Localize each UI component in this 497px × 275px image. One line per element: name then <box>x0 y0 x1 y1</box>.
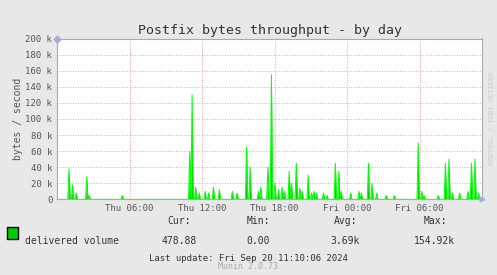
Text: Cur:: Cur: <box>167 216 191 226</box>
Y-axis label: bytes / second: bytes / second <box>12 78 23 160</box>
Title: Postfix bytes throughput - by day: Postfix bytes throughput - by day <box>138 24 402 37</box>
Text: 0.00: 0.00 <box>247 236 270 246</box>
Text: Max:: Max: <box>423 216 447 226</box>
Text: RRDTOOL / TOBI OETIKER: RRDTOOL / TOBI OETIKER <box>489 72 495 165</box>
Text: Min:: Min: <box>247 216 270 226</box>
Text: 478.88: 478.88 <box>162 236 196 246</box>
Text: Last update: Fri Sep 20 11:10:06 2024: Last update: Fri Sep 20 11:10:06 2024 <box>149 254 348 263</box>
Text: Munin 2.0.73: Munin 2.0.73 <box>219 262 278 271</box>
Text: 3.69k: 3.69k <box>331 236 360 246</box>
Text: Avg:: Avg: <box>333 216 357 226</box>
Text: delivered volume: delivered volume <box>25 236 119 246</box>
Text: 154.92k: 154.92k <box>414 236 455 246</box>
